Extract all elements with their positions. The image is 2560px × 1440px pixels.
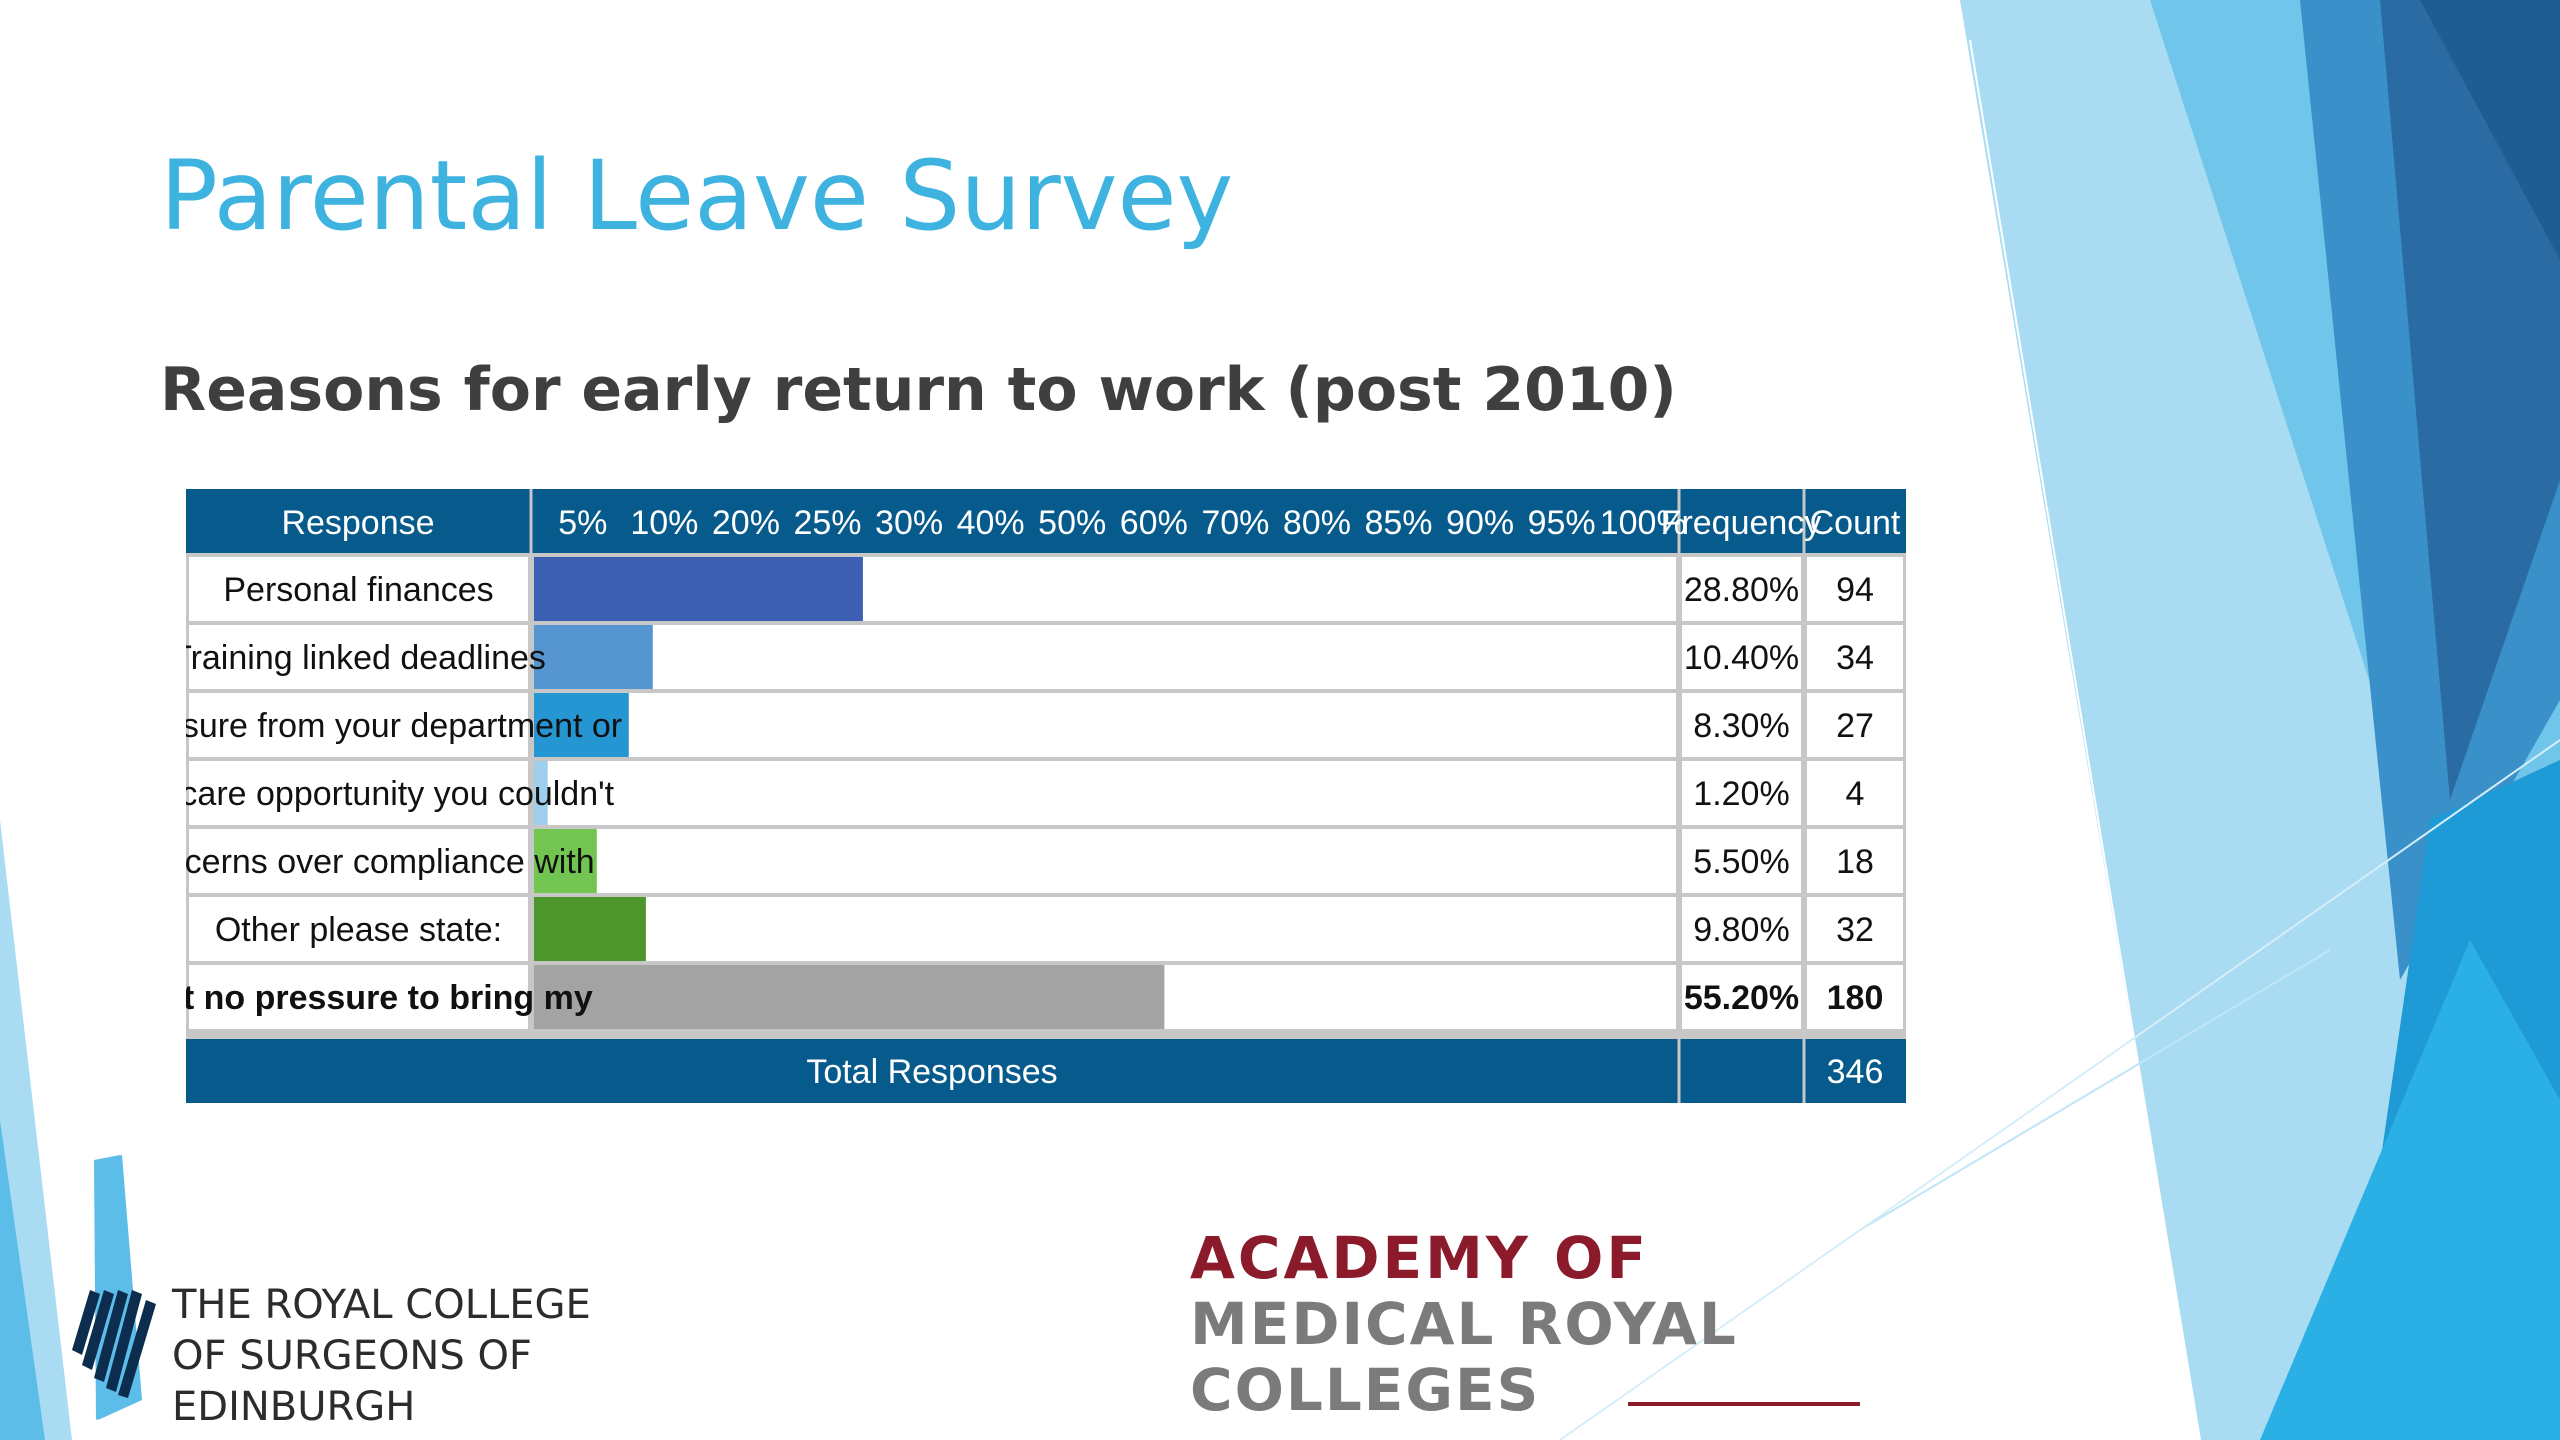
scale-tick-label: 40% (957, 504, 1025, 542)
row-7-count: 180 (1827, 979, 1884, 1017)
row-7-response: I felt no pressure to bring my (186, 979, 593, 1017)
scale-tick-label: 80% (1283, 504, 1351, 542)
row-1-count: 94 (1836, 571, 1874, 609)
rcs-logo-line-2: OF SURGEONS OF (172, 1333, 532, 1379)
row-5-count: 18 (1836, 843, 1874, 881)
scale-tick-label: 90% (1446, 504, 1514, 542)
amrc-logo-underline (1628, 1402, 1860, 1406)
scale-tick-label: 30% (875, 504, 943, 542)
slide-subtitle: Reasons for early return to work (post 2… (160, 355, 1677, 425)
row-6-frequency: 9.80% (1693, 911, 1789, 949)
amrc-logo-line-1: ACADEMY OF (1190, 1224, 1649, 1292)
scale-tick-label: 100% (1600, 504, 1687, 542)
row-2-count: 34 (1836, 639, 1874, 677)
slide-title: Parental Leave Survey (160, 140, 1234, 252)
row-5-frequency: 5.50% (1693, 843, 1789, 881)
bar-5 (534, 829, 597, 893)
row-1-frequency: 28.80% (1684, 571, 1799, 609)
scale-tick-label: 10% (630, 504, 698, 542)
row-1-response: Personal finances (223, 571, 493, 609)
scale-tick-label: 25% (793, 504, 861, 542)
header-frequency: Frequency (1661, 504, 1822, 542)
bar-4 (534, 761, 548, 825)
header-count: Count (1810, 504, 1901, 542)
row-4-count: 4 (1846, 775, 1865, 813)
rcs-logo-line-3: EDINBURGH (172, 1384, 416, 1430)
survey-results-table: Response 5% 10% 20% 25% 30% 40% 50% 60% 70% 80% 85… (186, 489, 1906, 1103)
scale-tick-label: 50% (1038, 504, 1106, 542)
bar-3 (534, 693, 629, 757)
scale-tick-label: 70% (1201, 504, 1269, 542)
total-responses-count: 346 (1827, 1053, 1884, 1091)
scale-tick-label: 60% (1120, 504, 1188, 542)
amrc-logo-line-2: MEDICAL ROYAL (1190, 1290, 1738, 1358)
amrc-logo: ACADEMY OF MEDICAL ROYAL COLLEGES (1190, 1225, 1738, 1423)
row-3-response: Presssure from your department or (186, 707, 622, 745)
row-4-response: Childcare opportunity you couldn't (186, 775, 615, 813)
header-response: Response (281, 504, 434, 542)
scale-tick-label: 95% (1528, 504, 1596, 542)
bar-1 (534, 557, 863, 621)
row-2-response: Training linked deadlines (186, 639, 546, 677)
row-2-frequency: 10.40% (1684, 639, 1799, 677)
rcs-logo-text: THE ROYAL COLLEGE OF SURGEONS OF EDINBUR… (172, 1280, 591, 1433)
row-3-frequency: 8.30% (1693, 707, 1789, 745)
scale-tick-label: 5% (558, 504, 607, 542)
rcs-edinburgh-logo (72, 1155, 156, 1420)
row-5-response: Concerns over compliance with (186, 843, 595, 881)
bar-7 (534, 965, 1165, 1029)
amrc-logo-line-3: COLLEGES (1190, 1356, 1541, 1424)
row-6-count: 32 (1836, 911, 1874, 949)
rcs-logo-line-1: THE ROYAL COLLEGE (172, 1282, 591, 1328)
bar-6 (534, 897, 646, 961)
row-7-frequency: 55.20% (1684, 979, 1799, 1017)
row-3-count: 27 (1836, 707, 1874, 745)
scale-tick-label: 20% (712, 504, 780, 542)
row-6-response: Other please state: (215, 911, 502, 949)
scale-tick-label: 85% (1364, 504, 1432, 542)
row-4-frequency: 1.20% (1693, 775, 1789, 813)
total-responses-label: Total Responses (806, 1053, 1057, 1091)
bar-2 (534, 625, 653, 689)
